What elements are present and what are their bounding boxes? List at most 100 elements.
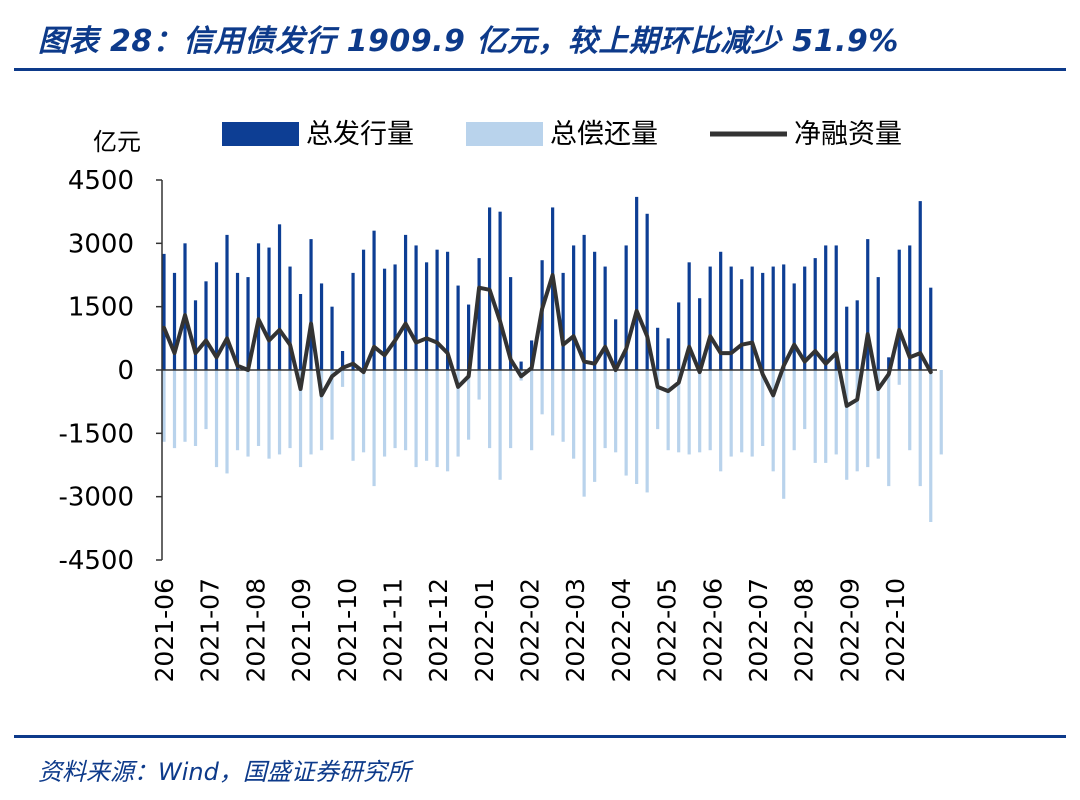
repayment-bar	[614, 370, 618, 453]
y-tick-label: -1500	[58, 419, 134, 449]
repayment-bar	[309, 370, 313, 455]
x-tick-label: 2022-04	[607, 578, 636, 682]
issuance-bar	[267, 247, 271, 370]
y-tick-label: 4500	[68, 166, 134, 196]
issuance-bar	[855, 300, 859, 370]
issuance-bar	[435, 249, 439, 370]
repayment-bar	[424, 370, 429, 461]
y-axis-ticks: 4500 3000 1500 0 -1500 -3000 -4500	[58, 166, 162, 576]
issuance-bar	[866, 239, 870, 370]
y-tick-label: -4500	[58, 546, 134, 576]
repayment-bar	[687, 370, 691, 455]
repayment-bar	[897, 370, 901, 385]
title-underline	[14, 68, 1066, 71]
issuance-bar	[887, 357, 891, 370]
issuance-bar	[582, 234, 586, 370]
repayment-bar	[488, 370, 492, 449]
y-axis-unit-label: 亿元	[93, 128, 141, 156]
issuance-bar	[551, 207, 555, 370]
issuance-bar	[708, 266, 712, 370]
net-financing-line	[162, 273, 933, 408]
issuance-bar	[340, 351, 345, 370]
issuance-bar	[372, 230, 376, 370]
x-tick-label: 2022-08	[790, 578, 819, 682]
repayment-bar	[162, 370, 166, 442]
repayment-bar	[698, 370, 702, 453]
repayment-bar	[656, 370, 660, 430]
repayment-bar	[435, 370, 439, 468]
repayment-bar	[572, 370, 576, 459]
issuance-bar	[929, 287, 933, 370]
issuance-bar	[561, 272, 565, 370]
issuance-bar	[656, 327, 660, 370]
issuance-bar	[729, 266, 733, 370]
issuance-bar	[361, 249, 366, 370]
repayment-bar	[372, 370, 376, 487]
legend-swatch	[222, 122, 299, 146]
repayment-bar	[414, 370, 418, 468]
issuance-bar	[908, 245, 912, 370]
issuance-bar	[256, 243, 261, 370]
x-tick-label: 2021-06	[150, 578, 179, 682]
repayment-bar	[771, 370, 775, 472]
issuance-bar	[771, 266, 775, 370]
repayment-bars	[162, 370, 943, 522]
repayment-bar	[403, 370, 408, 451]
repayment-bar	[235, 370, 240, 451]
issuance-bar	[876, 277, 880, 370]
repayment-bar	[645, 370, 649, 493]
issuance-bar	[677, 302, 681, 370]
repayment-bar	[330, 370, 334, 440]
issuance-bar	[288, 266, 292, 370]
repayment-bar	[740, 370, 744, 453]
repayment-bar	[876, 370, 880, 459]
repayment-bar	[729, 370, 733, 457]
figure-title: 图表 28：信用债发行 1909.9 亿元，较上期环比减少 51.9%	[38, 24, 899, 59]
issuance-bar	[477, 258, 481, 370]
repayment-bar	[834, 370, 838, 455]
issuance-bar	[456, 285, 460, 370]
issuance-bar	[740, 279, 744, 370]
repayment-bar	[866, 370, 870, 468]
repayment-bar	[214, 370, 219, 468]
issuance-bar	[645, 213, 649, 370]
issuance-bar	[603, 266, 607, 370]
x-tick-label: 2022-05	[653, 578, 682, 682]
repayment-bar	[761, 370, 765, 446]
issuance-bar	[698, 298, 702, 370]
x-tick-label: 2022-06	[698, 578, 727, 682]
repayment-bar	[939, 370, 943, 455]
legend-label: 总发行量	[306, 119, 414, 150]
footer-rule	[14, 735, 1066, 738]
repayment-bar	[593, 370, 597, 482]
issuance-bar	[298, 294, 303, 370]
issuance-bar	[624, 245, 628, 370]
repayment-bar	[750, 370, 754, 457]
issuance-bar	[172, 272, 177, 370]
repayment-bar	[183, 370, 187, 442]
issuance-bar	[530, 340, 534, 370]
issuance-bar	[824, 245, 828, 370]
repayment-bar	[719, 370, 723, 472]
issuance-bar	[319, 283, 324, 370]
x-axis-ticks: 2021-06 2021-07 2021-08 2021-09 2021-10 2021-…	[150, 578, 910, 682]
issuance-bar	[687, 262, 691, 370]
repayment-bar	[246, 370, 250, 457]
issuance-bar	[509, 277, 513, 370]
repayment-bar	[445, 370, 450, 472]
repayment-bar	[624, 370, 628, 476]
repayment-bar	[340, 370, 345, 387]
issuance-bar	[813, 258, 817, 370]
issuance-bar	[214, 262, 219, 370]
legend-item: 净融资量	[710, 119, 902, 150]
legend-item: 总发行量	[222, 119, 414, 150]
repayment-bar	[540, 370, 544, 415]
repayment-bar	[204, 370, 208, 430]
repayment-bar	[193, 370, 198, 446]
repayment-bar	[509, 370, 513, 449]
legend-label: 净融资量	[794, 119, 902, 150]
repayment-bar	[288, 370, 292, 449]
repayment-bar	[267, 370, 271, 459]
repayment-bar	[603, 370, 607, 449]
repayment-bar	[467, 370, 471, 440]
